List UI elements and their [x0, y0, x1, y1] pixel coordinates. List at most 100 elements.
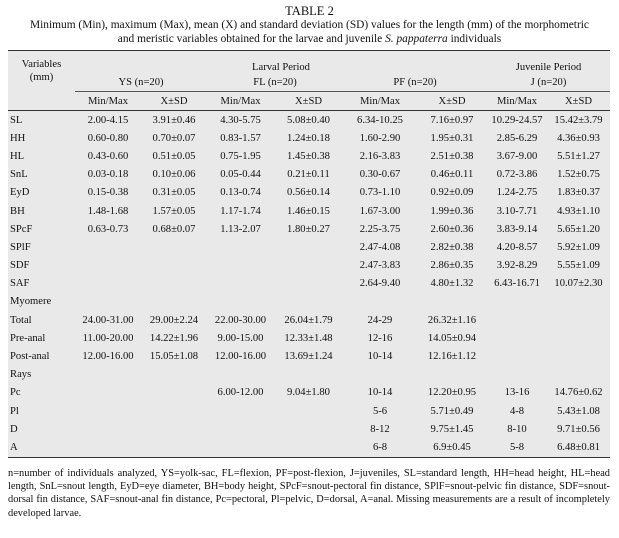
table-cell: 1.24±0.18	[287, 132, 330, 144]
row-label: Post-anal	[10, 351, 50, 363]
subheader: Min/Max	[343, 91, 417, 111]
table-cell: 9.00-15.00	[217, 332, 264, 344]
table-cell	[207, 238, 274, 256]
table-cell	[141, 384, 207, 402]
table-cell: 7.16±0.97	[430, 114, 474, 126]
table-cell: 2.64-9.40	[359, 278, 401, 290]
subheader: Min/Max	[75, 91, 141, 111]
table-cell	[75, 438, 141, 458]
table-cell: 4.20-8.57	[496, 241, 538, 253]
table-cell	[274, 257, 343, 275]
table-cell	[343, 293, 417, 311]
table-cell: 1.95±0.31	[430, 132, 474, 144]
table-cell: 1.83±0.37	[557, 187, 600, 199]
table-cell: 9.04±1.80	[287, 387, 330, 399]
table-cell: 2.60±0.36	[430, 223, 474, 235]
table-cell	[207, 275, 274, 293]
table-cell: 12-16	[367, 332, 393, 344]
table-cell	[207, 366, 274, 384]
table-cell	[75, 384, 141, 402]
table-cell: 12.20±0.95	[427, 387, 477, 399]
table-cell: 12.33±1.48	[284, 332, 333, 344]
table-cell: 1.48-1.68	[87, 205, 129, 217]
table-row: HL 0.43-0.60 0.51±0.05 0.75-1.95 1.45±0.38 2.…	[8, 147, 610, 165]
table-cell	[487, 366, 547, 384]
table-cell	[141, 238, 207, 256]
group-header-j: J (n=20)	[487, 73, 611, 92]
table-cell: 3.91±0.46	[152, 114, 196, 126]
header-row-groups: YS (n=20) FL (n=20) PF (n=20) J (n=20)	[8, 73, 611, 92]
data-table: Variables (mm) Larval Period Juvenile Pe…	[8, 50, 611, 458]
table-cell	[274, 402, 343, 420]
table-cell: 0.83-1.57	[220, 132, 261, 144]
table-cell	[343, 366, 417, 384]
table-cell: 0.10±0.06	[152, 169, 196, 181]
table-row: Pc 6.00-12.00 9.04±1.80 10-14 12.20±0.95 13-1…	[8, 384, 610, 402]
row-label: SnL	[10, 169, 28, 181]
row-label: Pre-anal	[10, 332, 46, 344]
table-cell	[547, 293, 610, 311]
table-row: Rays	[8, 366, 610, 384]
table-row: Post-anal 12.00-16.00 15.05±1.08 12.00-16.0…	[8, 347, 610, 365]
table-cell: 0.13-0.74	[220, 187, 261, 199]
table-cell	[274, 366, 343, 384]
table-cell: 3.92-8.29	[496, 260, 538, 272]
table-cell: 0.51±0.05	[152, 150, 196, 162]
table-row: BH 1.48-1.68 1.57±0.05 1.17-1.74 1.46±0.15 1.…	[8, 202, 610, 220]
table-cell: 1.45±0.38	[287, 150, 330, 162]
table-cell	[75, 420, 141, 438]
row-label: SAF	[10, 278, 30, 290]
table-row: SAF 2.64-9.40 4.80±1.32 6.43-16.71 10.07±2.3…	[8, 275, 610, 293]
table-row: Pre-anal 11.00-20.00 14.22±1.96 9.00-15.00 1…	[8, 329, 610, 347]
table-cell	[207, 420, 274, 438]
table-cell	[75, 257, 141, 275]
variables-header: Variables (mm)	[8, 50, 75, 92]
row-label: Pc	[10, 387, 21, 399]
table-cell: 2.85-6.29	[496, 132, 538, 144]
table-row: EyD 0.15-0.38 0.31±0.05 0.13-0.74 0.56±0.14 0…	[8, 184, 610, 202]
table-cell	[207, 402, 274, 420]
table-title: TABLE 2	[285, 4, 334, 18]
table-cell: 0.68±0.07	[152, 223, 196, 235]
table-cell: 1.17-1.74	[220, 205, 261, 217]
table-cell	[547, 311, 610, 329]
table-cell: 5.92±1.09	[557, 241, 600, 253]
table-cell: 0.56±0.14	[287, 187, 330, 199]
row-label: SPlF	[10, 241, 31, 253]
row-label: HL	[10, 150, 25, 162]
table-cell: 15.05±1.08	[149, 351, 199, 363]
table-cell	[141, 402, 207, 420]
subheader: X±SD	[547, 91, 611, 111]
table-row: SL 2.00-4.15 3.91±0.46 4.30-5.75 5.08±0.40 6.…	[8, 111, 610, 130]
table-cell	[75, 402, 141, 420]
table-cell: 0.05-0.44	[220, 169, 261, 181]
table-row: D 8-12 9.75±1.45 8-10 9.71±0.56	[8, 420, 610, 438]
caption-line-2: and meristic variables obtained for the …	[0, 32, 619, 46]
table-cell: 1.67-3.00	[359, 205, 401, 217]
table-cell	[487, 293, 547, 311]
table-cell	[274, 438, 343, 458]
table-cell: 0.92±0.09	[430, 187, 474, 199]
table-cell	[274, 293, 343, 311]
table-cell: 1.46±0.15	[287, 205, 330, 217]
subheader: Min/Max	[487, 91, 548, 111]
larval-period-header: Larval Period	[75, 50, 488, 73]
table-cell: 10-14	[367, 387, 393, 399]
table-cell: 4.36±0.93	[557, 132, 600, 144]
table-cell: 26.04±1.79	[284, 314, 333, 326]
row-label: Total	[10, 314, 32, 326]
header-empty-cell	[8, 91, 75, 111]
table-cell: 0.31±0.05	[152, 187, 196, 199]
table-cell: 1.60-2.90	[359, 132, 401, 144]
table-cell	[141, 257, 207, 275]
table-cell: 12.00-16.00	[214, 351, 267, 363]
table-cell: 5.65±1.20	[557, 223, 600, 235]
table-cell: 2.86±0.35	[430, 260, 474, 272]
table-cell: 24.00-31.00	[82, 314, 134, 326]
table-cell: 12.00-16.00	[82, 351, 134, 363]
table-cell: 1.80±0.27	[287, 223, 330, 235]
table-cell	[75, 293, 141, 311]
table-cell	[487, 311, 547, 329]
group-header-pf: PF (n=20)	[343, 73, 488, 92]
